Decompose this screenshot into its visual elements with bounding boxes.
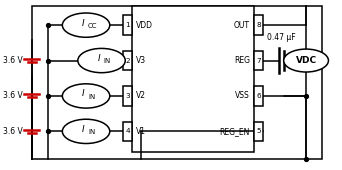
Text: 3.6 V: 3.6 V (3, 91, 23, 100)
Text: 0.47 μF: 0.47 μF (267, 33, 295, 42)
Text: IN: IN (88, 129, 96, 135)
Text: I: I (82, 125, 85, 134)
Text: VDD: VDD (136, 21, 153, 30)
Text: 4: 4 (125, 128, 130, 134)
Bar (132, 6, 254, 152)
Bar (123, 86, 132, 106)
Bar (254, 86, 263, 106)
Circle shape (284, 49, 328, 72)
Circle shape (62, 13, 110, 37)
Text: V2: V2 (136, 91, 146, 100)
Text: 3.6 V: 3.6 V (3, 127, 23, 136)
Circle shape (78, 48, 125, 73)
Text: 3.6 V: 3.6 V (3, 56, 23, 65)
Text: I: I (82, 19, 85, 28)
Text: CC: CC (87, 23, 97, 29)
Text: I: I (97, 54, 100, 63)
Bar (123, 15, 132, 35)
Text: 2: 2 (125, 58, 130, 64)
Bar (123, 122, 132, 141)
Circle shape (62, 119, 110, 143)
Text: 8: 8 (256, 22, 261, 28)
Text: I: I (82, 89, 85, 98)
Bar (254, 51, 263, 70)
Bar (254, 15, 263, 35)
Bar (32, 6, 321, 159)
Text: REG_EN: REG_EN (220, 127, 250, 136)
Text: 1: 1 (125, 22, 130, 28)
Text: 7: 7 (256, 58, 261, 64)
Text: VSS: VSS (235, 91, 250, 100)
Text: IN: IN (104, 58, 111, 64)
Text: V1: V1 (136, 127, 146, 136)
Text: VDC: VDC (295, 56, 317, 65)
Text: IN: IN (88, 94, 96, 100)
Bar (254, 122, 263, 141)
Text: 6: 6 (256, 93, 261, 99)
Text: 5: 5 (256, 128, 261, 134)
Bar (123, 51, 132, 70)
Text: OUT: OUT (234, 21, 250, 30)
Text: V3: V3 (136, 56, 146, 65)
Text: REG: REG (234, 56, 250, 65)
Text: 3: 3 (125, 93, 130, 99)
Circle shape (62, 84, 110, 108)
